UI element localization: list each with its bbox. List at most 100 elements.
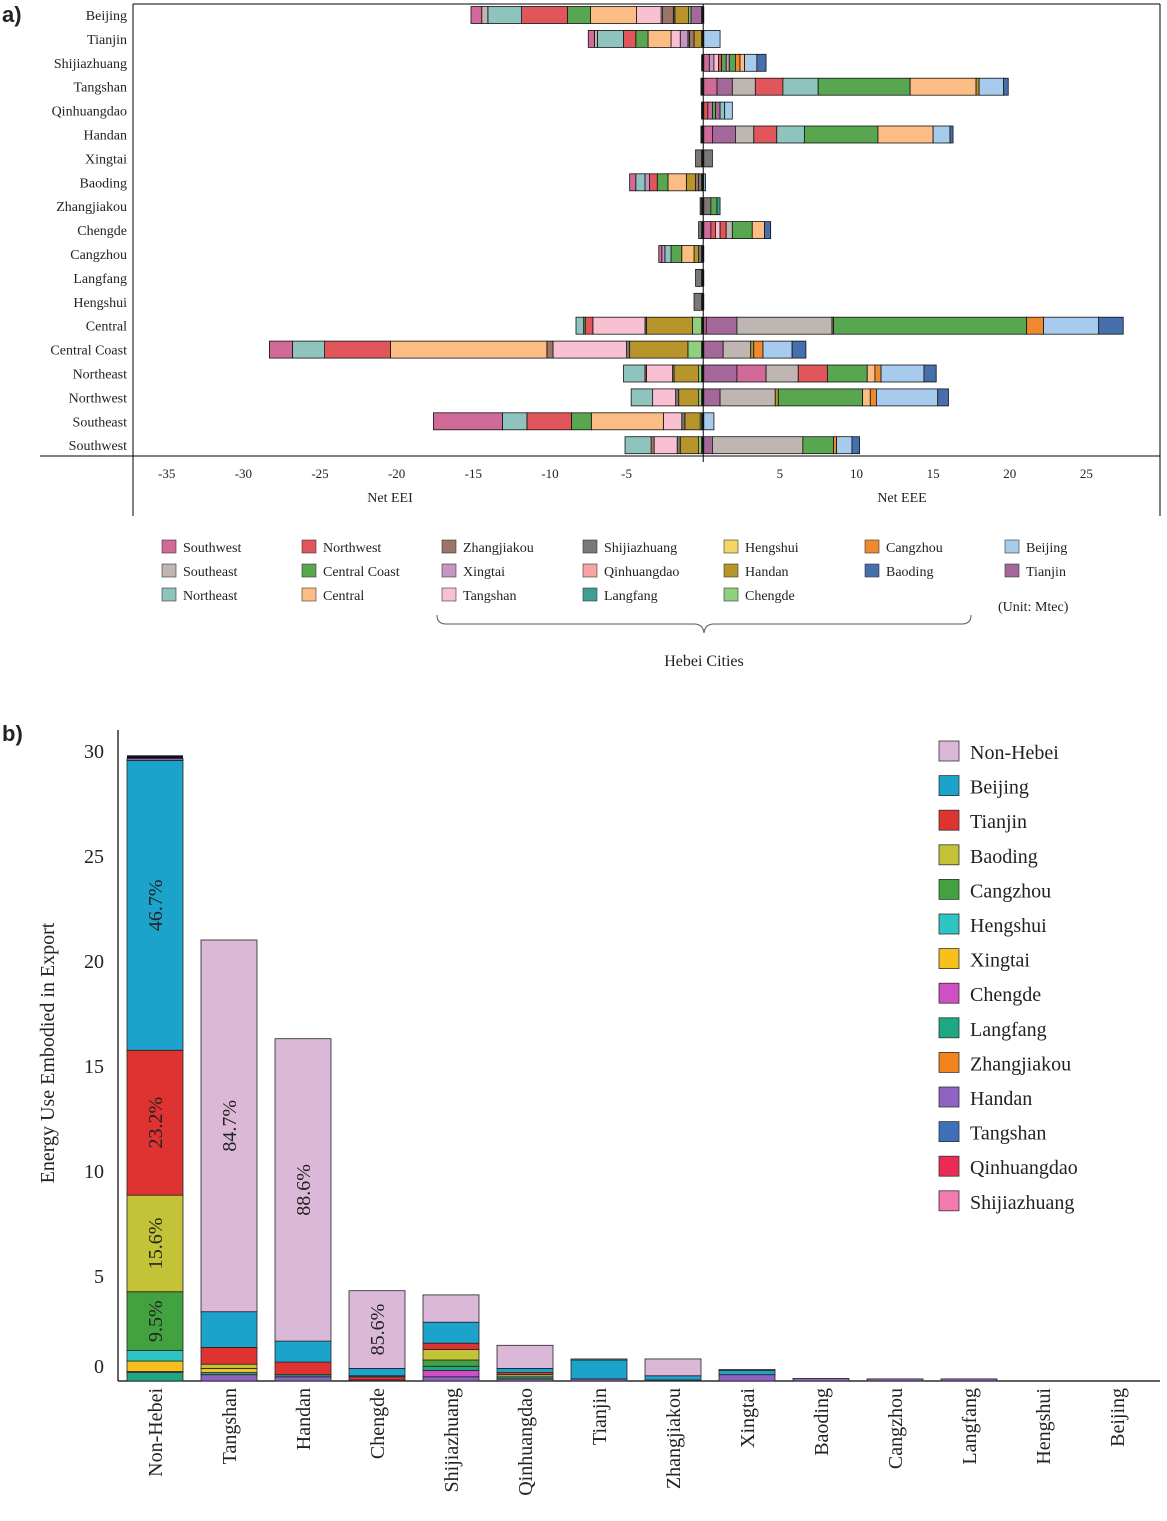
- bar-shijiazhuang-zero-marker: [701, 54, 705, 72]
- bar-tangshan-pos-baoding-9: [1003, 77, 1009, 96]
- x-tick-25: 25: [1080, 466, 1093, 481]
- bar-baoding-neg-xingtai-6: [644, 173, 650, 192]
- category-label-central-coast: Central Coast: [50, 344, 127, 359]
- bar-beijing-neg-zhangjiakou-4: [662, 6, 674, 24]
- legend-a-swatch-langfang: [582, 587, 598, 602]
- x-label-xingtai: Xingtai: [737, 1388, 759, 1448]
- x-label-qinhuangdao: Qinhuangdao: [515, 1388, 537, 1496]
- legend-b-label-tangshan: Tangshan: [970, 1123, 1046, 1145]
- legend-b-swatch-langfang: [938, 1017, 960, 1039]
- bar-southwest-pos-southeast-1: [712, 436, 804, 455]
- bar-cangzhou-zero-marker: [701, 245, 705, 263]
- category-label-tianjin: Tianjin: [87, 33, 127, 48]
- bar-handan-pos-southwest-0: [702, 125, 713, 144]
- bar-beijing-neg-central-coast-8: [567, 6, 591, 24]
- bar-langfang-zero-marker: [701, 269, 705, 287]
- bar-tianjin-neg-southwest-10: [587, 29, 595, 48]
- bar-northeast-pos-beijing-7: [880, 364, 925, 383]
- x-tick--15: -15: [465, 466, 482, 481]
- bar-zhangjiakou-beijing-1: [644, 1375, 702, 1381]
- bar-central-coast-neg-handan-1: [629, 340, 689, 359]
- bar-non-hebei-langfang-0: [126, 1372, 184, 1382]
- legend-a-swatch-zhangjiakou: [441, 539, 457, 554]
- bar-handan-pos-northeast-4: [776, 125, 805, 144]
- bar-tangshan-baoding-3: [200, 1363, 258, 1369]
- bar-beijing-neg-southwest-12: [470, 6, 483, 24]
- bar-beijing-neg-northwest-9: [521, 6, 568, 24]
- bar-southwest-neg-handan-1: [679, 436, 700, 455]
- bar-zhangjiakou-pos-central-coast-1: [710, 197, 718, 216]
- legend-a-label-hengshui: Hengshui: [745, 541, 799, 556]
- bar-northwest-pos-cangzhou-5: [869, 388, 877, 407]
- bar-southwest-neg-northeast-5: [624, 436, 652, 455]
- bar-tangshan-pos-beijing-8: [978, 77, 1005, 96]
- bar-tianjin-neg-northeast-8: [597, 29, 624, 48]
- bar-tangshan-pos-northeast-4: [782, 77, 819, 96]
- x-tick--25: -25: [311, 466, 328, 481]
- legend-a-label-beijing: Beijing: [1026, 541, 1067, 556]
- x-label-handan: Handan: [293, 1388, 315, 1450]
- y-tick-20: 20: [84, 951, 104, 973]
- bar-chengde-pos-northwest-3: [719, 221, 727, 240]
- bar-handan-pos-tianjin-1: [712, 125, 736, 144]
- bar-northwest-neg-handan-1: [678, 388, 700, 407]
- bar-handan-non-hebei-4: [274, 1038, 332, 1342]
- bar-zhangjiakou-zero-marker: [701, 197, 705, 215]
- bar-tianjin-neg-central-coast-6: [635, 29, 649, 48]
- legend-b-label-zhangjiakou: Zhangjiakou: [970, 1053, 1071, 1075]
- bar-northwest-pos-handan-2: [774, 388, 779, 407]
- bar-southeast-neg-northeast-7: [502, 412, 528, 431]
- legend-b-swatch-zhangjiakou: [938, 1052, 960, 1073]
- category-label-zhangjiakou: Zhangjiakou: [56, 200, 127, 215]
- legend-a-label-langfang: Langfang: [604, 589, 658, 604]
- bar-central-coast-pos-tianjin-0: [702, 340, 724, 359]
- bar-northwest-neg-shijiazhuang-2: [675, 388, 680, 407]
- legend-b-swatch-beijing: [938, 775, 960, 796]
- bar-southwest-neg-zhangjiakou-4: [650, 436, 655, 455]
- category-label-southeast: Southeast: [73, 415, 128, 430]
- legend-b-swatch-chengde: [938, 982, 960, 1004]
- bar-chengde-tianjin-1: [348, 1376, 406, 1381]
- bar-southeast-neg-shijiazhuang-2: [681, 412, 686, 431]
- x-label-chengde: Chengde: [367, 1388, 389, 1459]
- bar-tangshan-pos-central-6: [909, 77, 977, 96]
- bar-chengde-pos-southeast-4: [725, 221, 733, 240]
- category-label-langfang: Langfang: [73, 272, 127, 287]
- legend-a-swatch-southwest: [161, 539, 177, 554]
- bar-shijiazhuang-pos-tangshan-2: [713, 53, 719, 72]
- y-tick-30: 30: [84, 741, 104, 763]
- bar-northeast-neg-northeast-5: [623, 364, 646, 383]
- bar-non-hebei-handan-8: [126, 757, 184, 761]
- bar-northeast-pos-central-coast-4: [826, 364, 868, 383]
- bar-central-coast-pos-beijing-4: [762, 340, 793, 359]
- x-tick-15: 15: [927, 466, 940, 481]
- bar-tangshan-pos-tianjin-1: [716, 77, 733, 96]
- bar-southwest-pos-baoding-5: [851, 436, 860, 455]
- legend-a-swatch-central: [301, 587, 317, 602]
- legend-b-swatch-tangshan: [938, 1121, 960, 1142]
- legend-b-label-beijing: Beijing: [970, 777, 1029, 799]
- bar-hengshui-zero-marker: [701, 293, 705, 311]
- legend-b-label-xingtai: Xingtai: [970, 950, 1030, 972]
- bar-southeast-pos-beijing-0: [702, 412, 715, 431]
- bar-chengde-beijing-3: [348, 1368, 406, 1377]
- bar-southeast-zero-marker: [701, 412, 705, 430]
- bar-non-hebei-hengshui-3: [126, 1350, 184, 1362]
- y-axis-title: Energy Use Embodied in Export: [37, 922, 59, 1183]
- legend-a-swatch-northwest: [301, 539, 317, 554]
- bar-tianjin-neg-northwest-7: [623, 29, 637, 48]
- legend-a-label-chengde: Chengde: [745, 589, 795, 604]
- bar-qinhuangdao-pos-southwest-1: [707, 101, 713, 120]
- x-tick-20: 20: [1003, 466, 1016, 481]
- bar-handan-pos-southeast-2: [735, 125, 755, 144]
- bar-tangshan-pos-northwest-3: [754, 77, 784, 96]
- bar-cangzhou-neg-central-2: [681, 245, 695, 263]
- legend-a-label-northwest: Northwest: [323, 541, 381, 556]
- hebei-cities-label: Hebei Cities: [664, 653, 744, 670]
- bar-chengde-pos-central-6: [751, 221, 765, 240]
- legend-a-swatch-central-coast: [301, 563, 317, 578]
- bar-qinhuangdao-pos-beijing-5: [724, 101, 733, 120]
- bar-chengde-pos-baoding-7: [764, 221, 772, 240]
- legend-a-swatch-cangzhou: [864, 539, 880, 554]
- bar-northeast-neg-tangshan-3: [646, 364, 673, 383]
